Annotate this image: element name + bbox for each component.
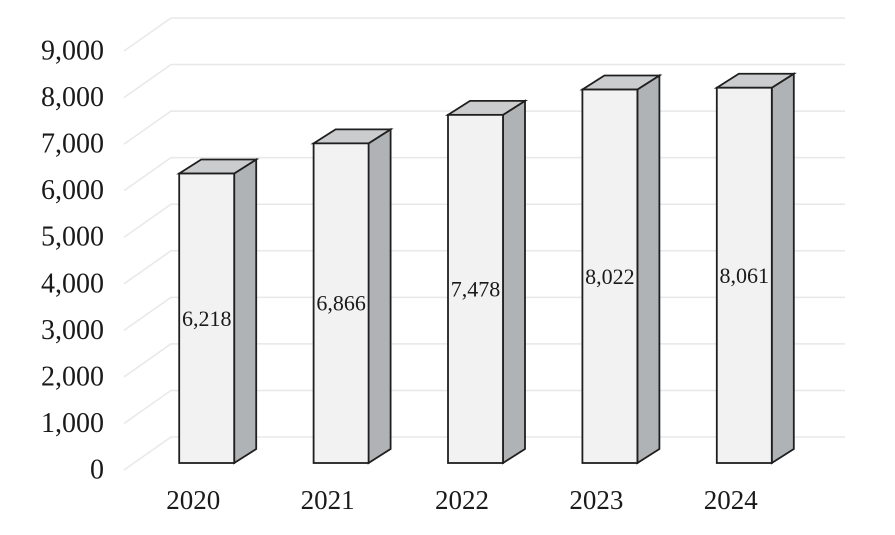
gridlines bbox=[123, 17, 845, 471]
x-axis: 2020 2021 2022 2023 2024 bbox=[166, 485, 758, 515]
y-axis-tick-label: 7,000 bbox=[41, 129, 104, 160]
bar-2020: 6,218 bbox=[176, 157, 260, 465]
bar-2022: 7,478 bbox=[444, 99, 529, 465]
bar-front-face bbox=[178, 172, 236, 464]
y-axis-tick-label: 9,000 bbox=[41, 36, 104, 67]
bar-front-face bbox=[581, 88, 639, 464]
bar-side-face bbox=[367, 127, 392, 465]
bar-data-label: 8,061 bbox=[720, 263, 770, 288]
bar-side-face bbox=[636, 73, 661, 465]
bar-front-face bbox=[447, 113, 504, 464]
bar-data-label: 7,478 bbox=[451, 276, 501, 301]
y-axis-tick-label: 5,000 bbox=[41, 222, 104, 253]
gridline bbox=[123, 63, 845, 99]
y-axis-tick-label: 3,000 bbox=[41, 315, 104, 346]
bar-2024: 8,061 bbox=[713, 72, 797, 465]
bar-front-face bbox=[715, 86, 773, 464]
bar-data-label: 6,866 bbox=[316, 291, 366, 316]
y-axis-tick-label: 1,000 bbox=[41, 408, 104, 439]
y-axis-tick-label: 2,000 bbox=[41, 361, 104, 392]
bar-data-label: 8,022 bbox=[585, 264, 635, 289]
x-axis-category-label: 2024 bbox=[704, 485, 759, 515]
y-axis-tick-label: 4,000 bbox=[41, 268, 104, 299]
gridline bbox=[123, 17, 845, 52]
x-axis-category-label: 2020 bbox=[166, 485, 220, 515]
x-axis-category-label: 2021 bbox=[301, 485, 355, 515]
x-axis-category-label: 2022 bbox=[435, 485, 489, 515]
y-axis-tick-label: 0 bbox=[90, 455, 104, 486]
bar-side-face bbox=[233, 157, 258, 465]
y-axis: 0 1,000 2,000 3,000 4,000 5,000 6,000 7,000 8,00… bbox=[41, 36, 104, 486]
bar-2023: 8,022 bbox=[579, 73, 663, 465]
bars: 6,218 6,866 7,478 8,022 8,061 bbox=[176, 72, 797, 465]
y-axis-tick-label: 6,000 bbox=[41, 175, 104, 206]
bar-2021: 6,866 bbox=[310, 127, 394, 465]
x-axis-category-label: 2023 bbox=[569, 485, 623, 515]
bar-side-face bbox=[502, 99, 526, 465]
bar-side-face bbox=[770, 72, 795, 465]
bar-front-face bbox=[312, 142, 370, 464]
bar-data-label: 6,218 bbox=[182, 306, 232, 331]
y-axis-tick-label: 8,000 bbox=[41, 82, 104, 113]
